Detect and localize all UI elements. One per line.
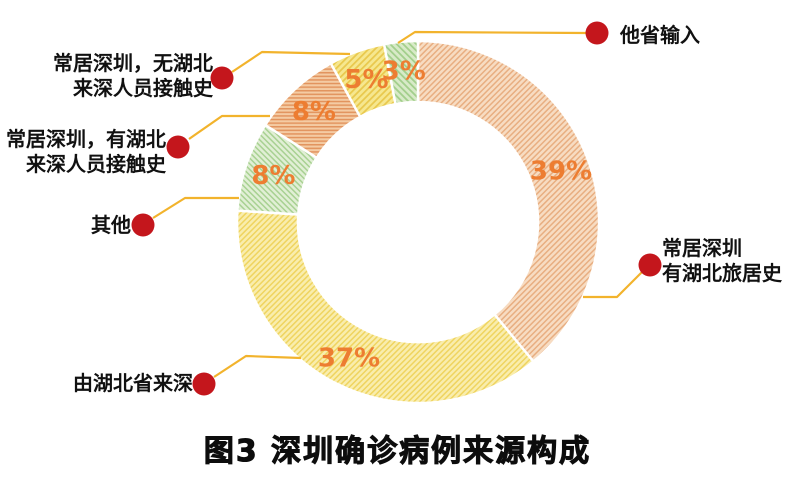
callout-dot-has-hubei-contact: [166, 135, 190, 159]
callout-label-resident-travel: 常居深圳 有湖北旅居史: [662, 236, 782, 285]
callout-dot-resident-travel: [638, 253, 662, 277]
callout-dot-other-province: [585, 21, 609, 45]
leader-line-other: [152, 196, 239, 219]
callout-label-no-hubei-contact: 常居深圳，无湖北 来深人员接触史: [53, 51, 213, 100]
segment-percent-label: 37%: [318, 343, 380, 373]
segment-percent-label: 39%: [530, 157, 592, 187]
leader-line-no-hubei-contact: [231, 50, 351, 73]
chart-title: 图3 深圳确诊病例来源构成: [203, 434, 592, 470]
donut-segment: [416, 39, 601, 364]
donut-segment: [382, 39, 420, 106]
callout-dot-no-hubei-contact: [210, 66, 234, 90]
leader-line-has-hubei-contact: [188, 114, 270, 140]
segment-percent-label: 8%: [251, 161, 295, 191]
leader-line-other-province: [397, 30, 587, 44]
segment-percent-label: 8%: [292, 97, 336, 127]
leader-line-from-hubei: [213, 354, 302, 378]
leader-line-resident-travel: [583, 271, 643, 299]
callout-label-has-hubei-contact: 常居深圳，有湖北 来深人员接触史: [6, 127, 166, 176]
segment-percent-label: 5%: [344, 65, 388, 95]
donut-segment: [235, 209, 536, 405]
segment-percent-label: 3%: [382, 57, 426, 87]
callout-dot-other: [131, 213, 155, 237]
callout-dot-from-hubei: [192, 372, 216, 396]
callout-label-other: 其他: [91, 213, 131, 237]
callout-label-from-hubei: 由湖北省来深: [73, 371, 193, 395]
callout-label-other-province: 他省输入: [620, 23, 700, 47]
